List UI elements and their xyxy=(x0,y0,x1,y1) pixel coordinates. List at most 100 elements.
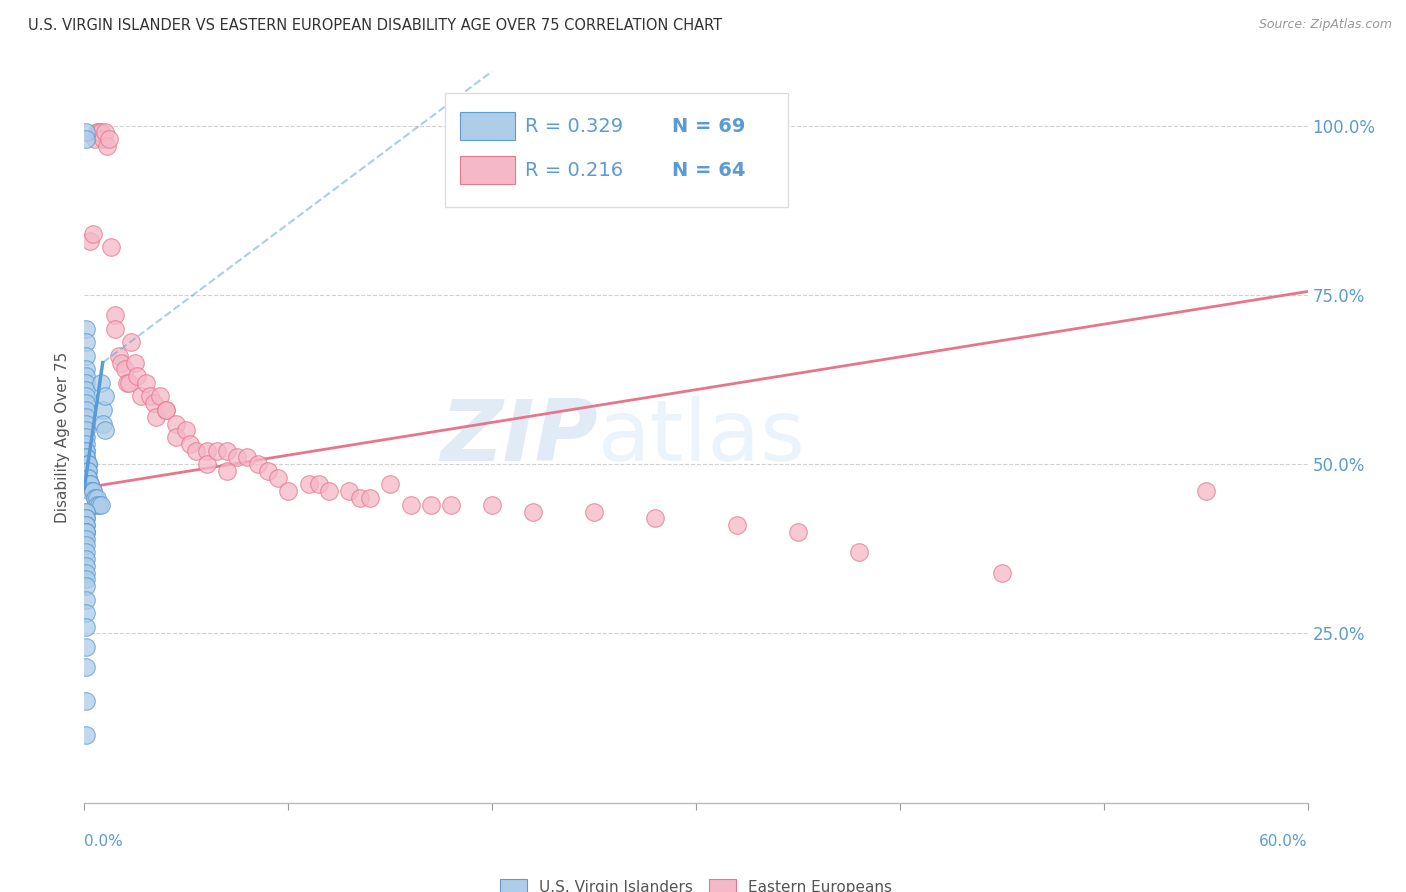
Text: R = 0.329: R = 0.329 xyxy=(524,117,623,136)
Point xyxy=(582,505,605,519)
Point xyxy=(75,518,97,533)
Point xyxy=(114,362,136,376)
Point xyxy=(142,396,165,410)
Point xyxy=(131,389,153,403)
Text: Source: ZipAtlas.com: Source: ZipAtlas.com xyxy=(1258,18,1392,31)
Point xyxy=(138,389,160,403)
Text: ZIP: ZIP xyxy=(440,395,598,479)
Point xyxy=(75,430,97,444)
Point xyxy=(991,566,1014,580)
Point xyxy=(236,450,259,465)
Bar xyxy=(460,112,515,140)
Point xyxy=(440,498,463,512)
Point xyxy=(77,471,100,485)
Point xyxy=(75,417,97,431)
Point xyxy=(149,389,172,403)
Point xyxy=(399,498,422,512)
Point xyxy=(100,240,122,254)
Point xyxy=(124,355,146,369)
Point xyxy=(83,132,105,146)
Point xyxy=(75,396,97,410)
Point xyxy=(75,443,97,458)
Point xyxy=(75,620,97,634)
Point xyxy=(75,125,97,139)
Point xyxy=(97,132,120,146)
Point xyxy=(349,491,371,505)
Point xyxy=(522,505,544,519)
Point xyxy=(104,308,127,322)
FancyBboxPatch shape xyxy=(446,94,787,207)
Point xyxy=(108,349,131,363)
Point xyxy=(90,498,112,512)
Point xyxy=(79,234,101,248)
Point xyxy=(298,477,321,491)
Point xyxy=(165,417,187,431)
Point xyxy=(195,443,218,458)
Point xyxy=(165,430,187,444)
Point xyxy=(135,376,157,390)
Point xyxy=(226,450,249,465)
Point xyxy=(75,389,97,403)
Point xyxy=(318,484,340,499)
Point xyxy=(75,545,97,559)
Point xyxy=(308,477,330,491)
Point xyxy=(77,457,100,471)
Point xyxy=(82,484,104,499)
Text: 0.0%: 0.0% xyxy=(84,834,124,849)
Point xyxy=(118,376,141,390)
Point xyxy=(82,227,104,241)
Text: 60.0%: 60.0% xyxy=(1260,834,1308,849)
Point xyxy=(75,660,97,674)
Point xyxy=(77,457,100,471)
Point xyxy=(75,376,97,390)
Point xyxy=(77,471,100,485)
Point xyxy=(75,511,97,525)
Point xyxy=(86,125,108,139)
Point xyxy=(75,524,97,539)
Bar xyxy=(460,156,515,184)
Point xyxy=(277,484,299,499)
Point xyxy=(93,389,115,403)
Point xyxy=(75,524,97,539)
Point xyxy=(179,437,201,451)
Point xyxy=(87,498,110,512)
Point xyxy=(359,491,381,505)
Point xyxy=(75,579,97,593)
Point xyxy=(420,498,443,512)
Point xyxy=(75,450,97,465)
Point xyxy=(246,457,269,471)
Point xyxy=(848,545,870,559)
Point xyxy=(93,125,115,139)
Point xyxy=(93,423,115,437)
Point xyxy=(644,511,666,525)
Point xyxy=(267,471,290,485)
Point xyxy=(86,491,108,505)
Point xyxy=(83,491,105,505)
Point xyxy=(82,484,104,499)
Point xyxy=(90,376,112,390)
Point xyxy=(110,355,132,369)
Point xyxy=(174,423,197,437)
Point xyxy=(75,362,97,376)
Point xyxy=(75,369,97,384)
Point xyxy=(75,694,97,708)
Point xyxy=(155,403,177,417)
Point xyxy=(481,498,503,512)
Point xyxy=(91,403,114,417)
Point xyxy=(75,423,97,437)
Point xyxy=(75,511,97,525)
Point xyxy=(77,464,100,478)
Point xyxy=(83,491,105,505)
Point xyxy=(90,125,112,139)
Point xyxy=(79,477,101,491)
Point xyxy=(75,592,97,607)
Point xyxy=(205,443,228,458)
Point xyxy=(127,369,149,384)
Point xyxy=(725,518,748,533)
Point xyxy=(257,464,280,478)
Point xyxy=(75,558,97,573)
Point xyxy=(217,464,239,478)
Point xyxy=(75,409,97,424)
Point xyxy=(186,443,208,458)
Point xyxy=(77,457,100,471)
